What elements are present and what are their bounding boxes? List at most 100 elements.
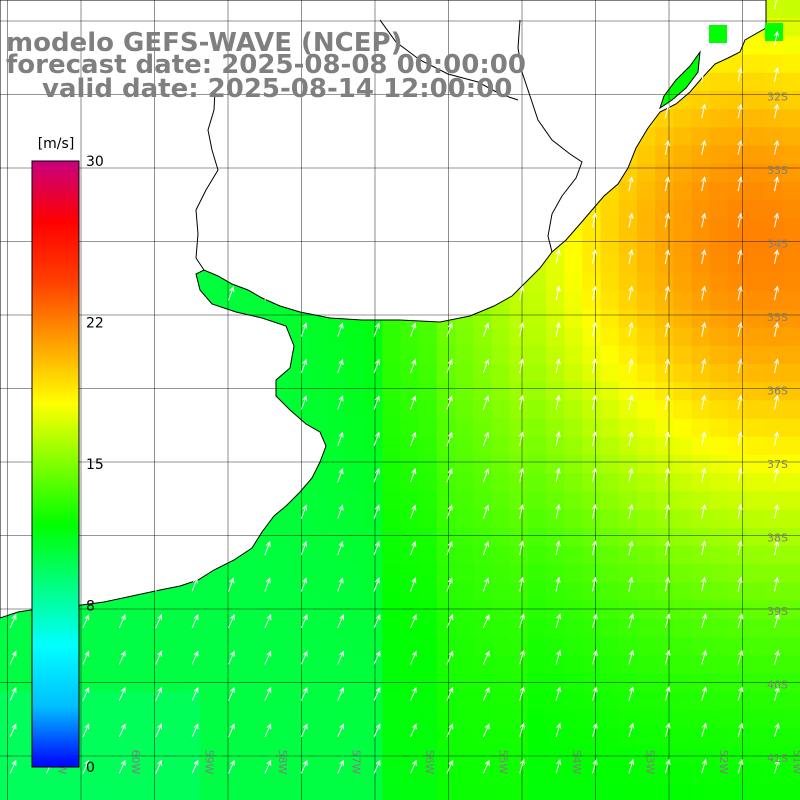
arrow-icon xyxy=(446,395,453,410)
arrow-icon xyxy=(701,503,707,519)
arrow-icon xyxy=(773,467,780,483)
arrow-icon xyxy=(337,395,344,410)
arrow-icon xyxy=(664,613,671,629)
arrow-icon xyxy=(410,686,417,701)
latitude-label: 35S xyxy=(767,311,788,324)
arrow-icon xyxy=(701,431,707,447)
arrow-icon xyxy=(628,649,635,665)
arrow-icon xyxy=(519,358,525,374)
arrow-icon xyxy=(446,431,453,447)
colorbar-tick-label: 8 xyxy=(86,598,95,614)
arrow-icon xyxy=(628,686,635,701)
arrow-icon xyxy=(664,722,671,738)
colorbar-unit: [m/s] xyxy=(38,136,75,152)
longitude-label: 55W xyxy=(496,750,509,775)
arrow-icon xyxy=(373,759,381,774)
arrow-icon xyxy=(191,686,199,701)
arrow-icon xyxy=(628,285,634,301)
arrow-icon xyxy=(519,285,525,301)
arrow-icon xyxy=(519,613,525,629)
arrow-icon xyxy=(592,613,598,629)
arrow-icon xyxy=(228,650,235,665)
arrow-icon xyxy=(555,467,561,483)
arrow-icon xyxy=(664,249,670,265)
arrow-icon xyxy=(482,358,490,374)
longitude-label: 60W xyxy=(129,750,142,775)
arrow-icon xyxy=(519,431,525,447)
arrow-icon xyxy=(555,649,562,665)
arrow-icon xyxy=(773,394,780,410)
arrow-icon xyxy=(664,394,670,410)
arrow-icon xyxy=(519,467,525,483)
colorbar-tick-label: 0 xyxy=(86,760,95,776)
arrow-icon xyxy=(555,758,562,774)
arrow-icon xyxy=(228,759,235,774)
arrow-icon xyxy=(519,503,525,519)
arrow-icon xyxy=(519,758,525,774)
arrow-icon xyxy=(300,614,308,629)
arrow-icon xyxy=(410,759,417,774)
arrow-icon xyxy=(118,723,126,738)
arrow-icon xyxy=(337,504,344,519)
arrow-icon xyxy=(373,431,380,447)
arrow-icon xyxy=(300,504,308,519)
arrow-icon xyxy=(155,686,162,701)
latitude-labels: 32S 33S 34S 35S 36S 37S 38S 39S 40S 41S xyxy=(767,91,788,766)
arrow-icon xyxy=(9,759,17,774)
arrow-icon xyxy=(664,649,671,665)
latitude-label: 39S xyxy=(767,605,788,618)
arrow-icon xyxy=(482,431,490,447)
model-title: modelo GEFS-WAVE (NCEP) xyxy=(6,28,403,58)
arrow-icon xyxy=(300,650,308,665)
arrow-icon xyxy=(664,321,670,337)
arrow-icon xyxy=(337,686,344,701)
arrow-icon xyxy=(410,395,417,410)
arrow-icon xyxy=(264,614,272,629)
arrow-icon xyxy=(628,212,634,228)
arrow-icon xyxy=(701,467,707,483)
arrow-icon xyxy=(446,504,453,519)
arrow-icon xyxy=(773,212,780,228)
arrow-icon xyxy=(591,212,598,228)
arrow-icon xyxy=(82,650,90,665)
arrow-icon xyxy=(773,103,780,119)
arrow-icon xyxy=(737,103,743,119)
arrow-icon xyxy=(482,322,490,337)
arrow-icon xyxy=(446,723,454,738)
arrow-icon xyxy=(337,614,344,629)
arrow-icon xyxy=(519,540,525,556)
arrow-icon xyxy=(664,358,670,374)
arrow-icon xyxy=(482,759,490,774)
arrow-icon xyxy=(664,686,671,701)
arrow-icon xyxy=(9,686,17,701)
arrow-icon xyxy=(737,285,743,301)
arrow-icon xyxy=(410,322,417,337)
arrow-icon xyxy=(482,395,490,410)
colorbar-tick-label: 30 xyxy=(86,154,104,170)
arrow-icon xyxy=(555,540,561,556)
arrow-icon xyxy=(664,503,670,519)
arrow-icon xyxy=(9,650,17,665)
arrow-icon xyxy=(701,686,707,701)
arrow-icon xyxy=(373,468,380,483)
arrow-icon xyxy=(191,723,199,738)
arrow-icon xyxy=(737,649,744,665)
arrow-icon xyxy=(664,212,670,228)
arrow-icon xyxy=(737,176,743,192)
latitude-label: 34S xyxy=(767,238,788,251)
arrow-icon xyxy=(264,286,271,301)
arrow-icon xyxy=(701,103,707,119)
arrow-icon xyxy=(82,759,90,774)
arrow-icon xyxy=(482,650,490,665)
arrow-icon xyxy=(592,686,598,701)
arrow-icon xyxy=(373,358,380,374)
arrow-icon xyxy=(410,431,417,447)
arrow-icon xyxy=(591,358,598,374)
arrow-icon xyxy=(118,650,126,665)
latitude-label: 38S xyxy=(767,532,788,545)
arrow-icon xyxy=(737,722,744,738)
arrow-icon xyxy=(737,212,743,228)
arrow-icon xyxy=(228,723,235,738)
arrow-icon xyxy=(774,613,780,629)
